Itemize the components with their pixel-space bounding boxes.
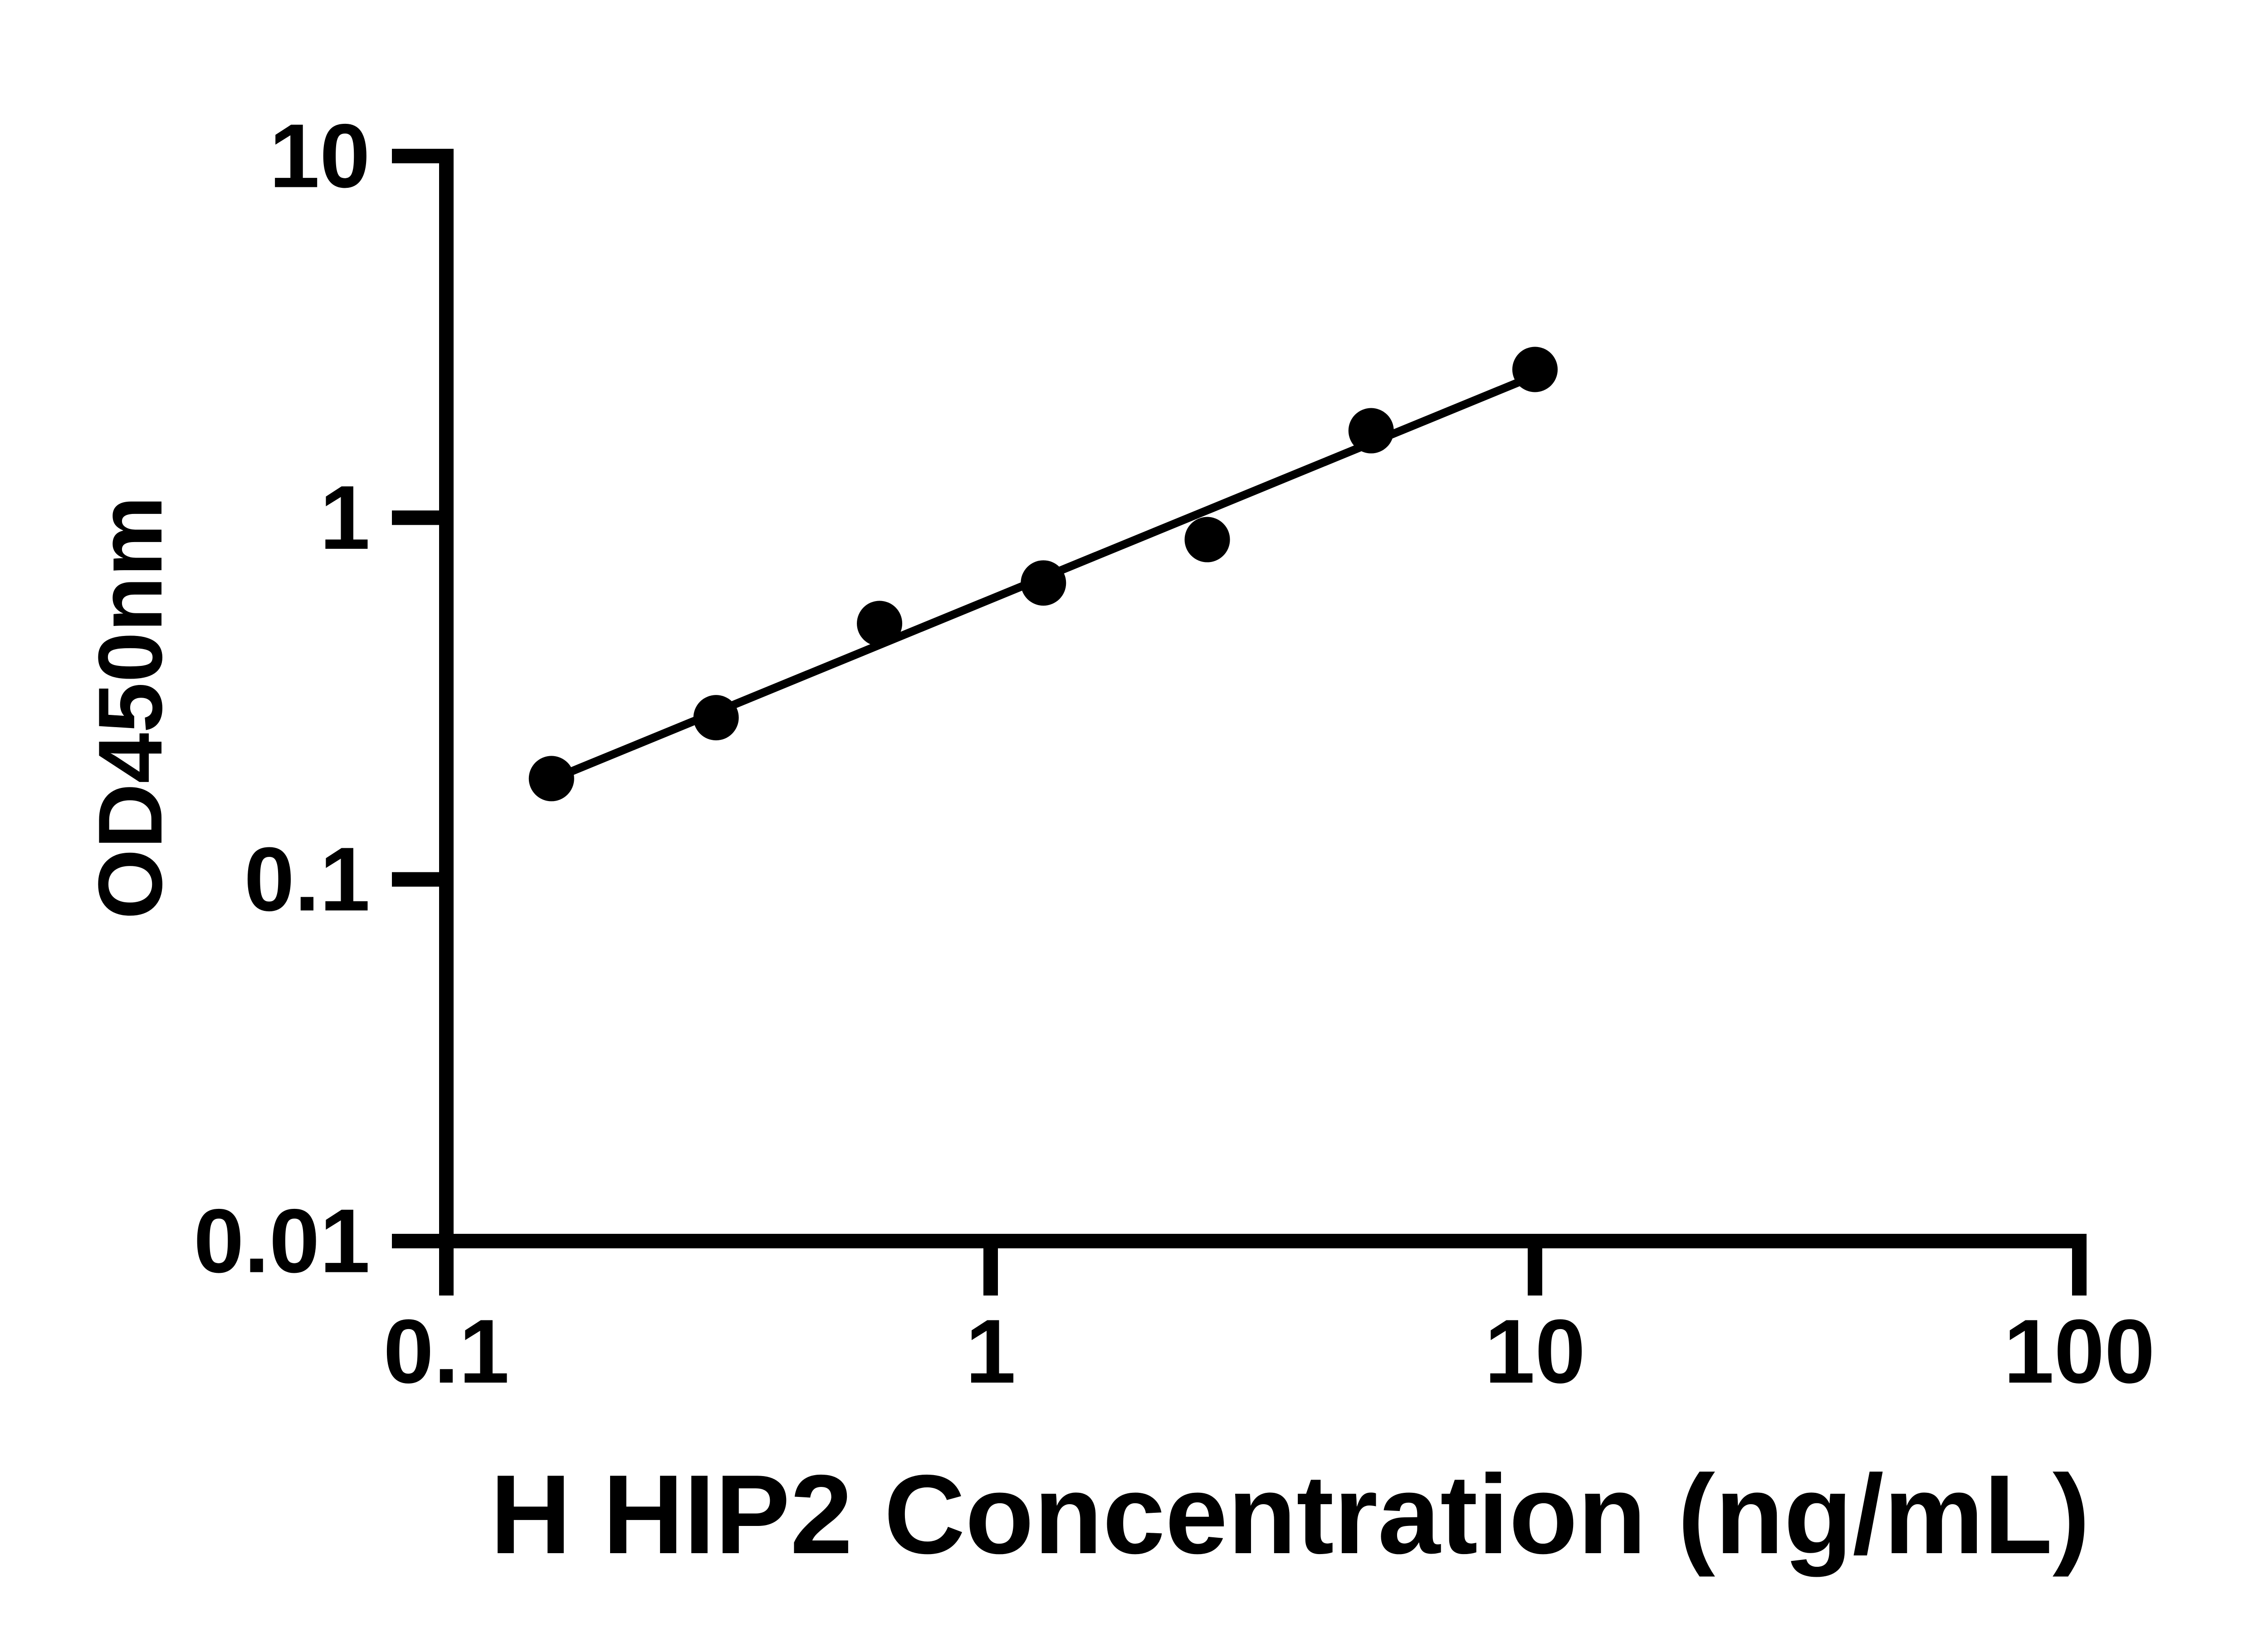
y-tick xyxy=(392,149,439,164)
x-tick-label: 10 xyxy=(1485,1301,1585,1402)
y-tick xyxy=(392,510,439,525)
y-tick xyxy=(392,1234,439,1248)
y-tick-label: 0.1 xyxy=(244,829,370,930)
x-axis-title: H HIP2 Concentration (ng/mL) xyxy=(490,1453,2090,1579)
x-tick-label: 100 xyxy=(2004,1301,2155,1402)
x-tick xyxy=(1528,1248,1542,1296)
x-tick-label: 0.1 xyxy=(383,1301,509,1402)
y-axis-spine xyxy=(439,149,454,1249)
y-tick xyxy=(392,872,439,887)
data-point xyxy=(528,756,574,802)
x-axis-spine xyxy=(439,1234,2087,1248)
data-point xyxy=(1348,408,1394,454)
data-point xyxy=(1512,347,1558,392)
y-tick-label: 0.01 xyxy=(194,1191,370,1292)
data-point xyxy=(693,695,739,741)
x-tick xyxy=(983,1248,998,1296)
x-tick xyxy=(2072,1248,2087,1296)
data-point xyxy=(857,601,903,646)
y-tick-label: 10 xyxy=(269,106,370,207)
y-axis-title: OD450nm xyxy=(80,496,181,919)
data-point xyxy=(1021,560,1066,606)
x-tick xyxy=(439,1248,454,1296)
y-tick-label: 1 xyxy=(320,467,370,568)
x-tick-label: 1 xyxy=(965,1301,1016,1402)
data-point xyxy=(1184,517,1230,562)
